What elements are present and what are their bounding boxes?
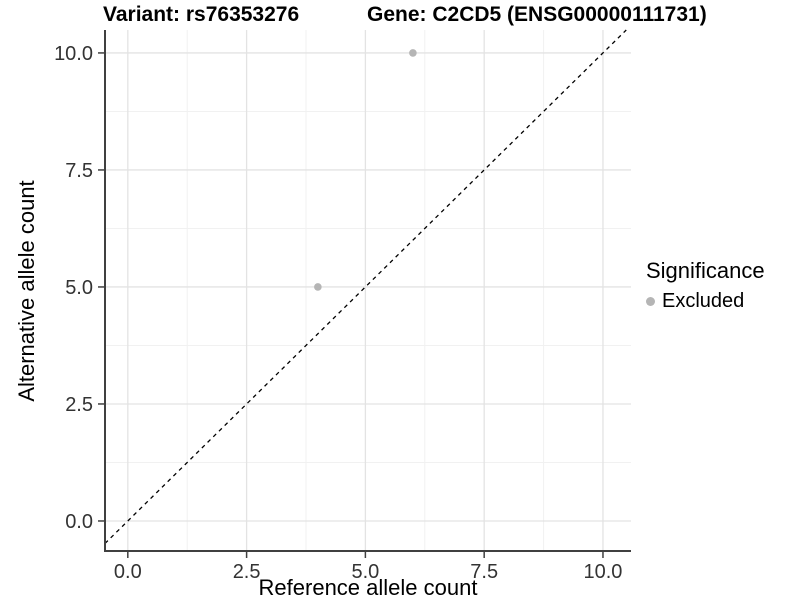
x-tick-label: 7.5 [470, 561, 498, 583]
legend-item-label: Excluded [662, 290, 745, 312]
data-point [314, 283, 322, 291]
x-tick-label: 5.0 [351, 561, 379, 583]
identity-dashed-line [104, 29, 627, 544]
y-tick-label: 0.0 [65, 511, 93, 533]
legend-item: Excluded [646, 290, 765, 313]
y-tick-label: 2.5 [65, 394, 93, 416]
y-tick-label: 5.0 [65, 277, 93, 299]
x-tick-label: 10.0 [583, 561, 622, 583]
x-tick-label: 2.5 [233, 561, 261, 583]
x-axis-title: Reference allele count [258, 575, 478, 600]
legend-point-icon [646, 297, 655, 306]
plot-title-gene: Gene: C2CD5 (ENSG00000111731) [367, 3, 707, 26]
legend: Significance Excluded [646, 258, 765, 313]
x-tick-label: 0.0 [114, 561, 142, 583]
y-tick-label: 10.0 [54, 43, 93, 65]
plot-title-variant: Variant: rs76353276 [103, 3, 300, 26]
data-point [409, 49, 417, 57]
legend-title: Significance [646, 258, 765, 283]
y-axis-title: Alternative allele count [14, 180, 39, 402]
y-tick-label: 7.5 [65, 160, 93, 182]
legend-items: Excluded [646, 290, 765, 313]
